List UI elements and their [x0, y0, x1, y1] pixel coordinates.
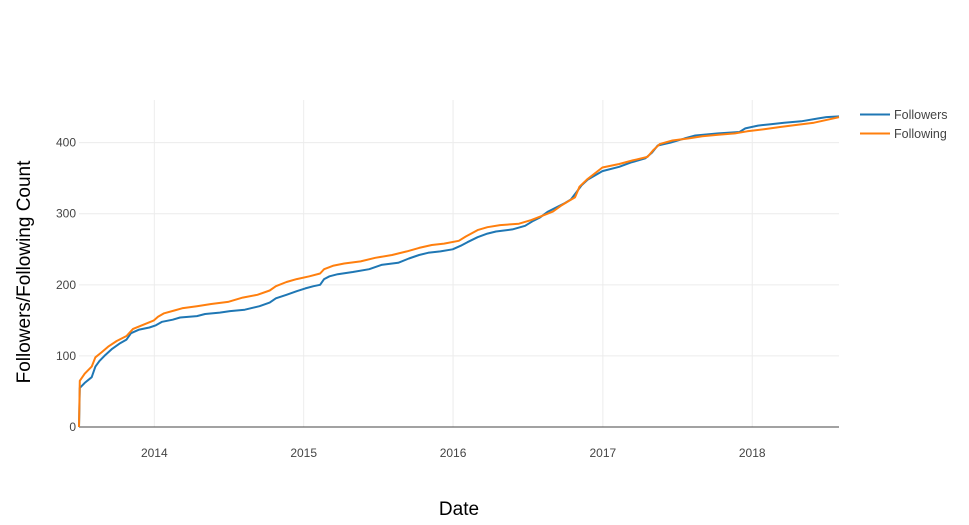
- y-tick-label: 300: [56, 207, 76, 221]
- series-line-following[interactable]: [78, 116, 840, 428]
- y-tick-label: 0: [69, 420, 76, 434]
- legend[interactable]: Followers Following: [860, 108, 948, 141]
- y-tick-label: 400: [56, 136, 76, 150]
- x-tick-label: 2016: [440, 446, 467, 460]
- x-axis-title: Date: [439, 499, 479, 520]
- x-tick-labels: 2014 2015 2016 2017 2018: [141, 446, 766, 460]
- gridlines: [79, 100, 839, 427]
- series-lines: [78, 115, 840, 428]
- y-tick-label: 200: [56, 278, 76, 292]
- series-line-followers[interactable]: [78, 115, 840, 428]
- x-tick-label: 2014: [141, 446, 168, 460]
- x-tick-label: 2015: [290, 446, 317, 460]
- legend-item-followers[interactable]: Followers: [860, 108, 948, 122]
- x-tick-label: 2018: [739, 446, 766, 460]
- legend-label-followers: Followers: [894, 108, 948, 122]
- y-axis-title: Followers/Following Count: [14, 160, 35, 384]
- legend-item-following[interactable]: Following: [860, 127, 947, 141]
- x-tick-label: 2017: [590, 446, 617, 460]
- legend-label-following: Following: [894, 127, 947, 141]
- y-tick-label: 100: [56, 349, 76, 363]
- y-tick-labels: 0 100 200 300 400: [56, 136, 76, 434]
